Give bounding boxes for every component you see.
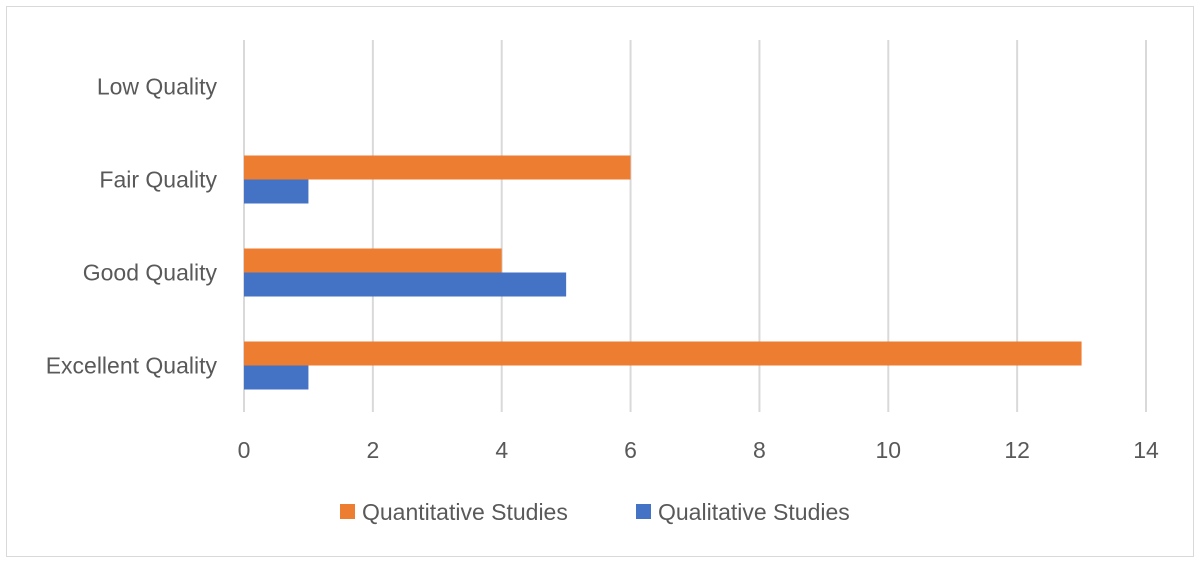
- legend-label-quantitative: Quantitative Studies: [362, 499, 568, 525]
- category-labels: Low Quality Fair Quality Good Quality Excel…: [46, 74, 218, 379]
- legend-swatch-quantitative: [340, 504, 355, 519]
- bar-quantitative-2: [244, 248, 502, 273]
- bar-qualitative-2: [244, 272, 567, 297]
- legend-swatch-qualitative: [636, 504, 651, 519]
- x-tick-label: 0: [238, 437, 251, 463]
- x-tick-label: 6: [624, 437, 637, 463]
- bar-qualitative-3: [244, 365, 309, 390]
- x-tick-label: 12: [1004, 437, 1030, 463]
- x-tick-label: 10: [875, 437, 901, 463]
- bars: [244, 155, 1082, 390]
- bar-qualitative-1: [244, 179, 309, 204]
- category-label: Good Quality: [83, 260, 218, 286]
- category-label: Low Quality: [97, 74, 218, 100]
- x-tick-label: 8: [753, 437, 766, 463]
- legend-label-qualitative: Qualitative Studies: [658, 499, 850, 525]
- x-tick-label: 4: [495, 437, 508, 463]
- chart-frame: [6, 6, 1194, 557]
- category-label: Fair Quality: [99, 167, 217, 193]
- x-tick-label: 2: [366, 437, 379, 463]
- x-axis-tick-labels: 0 2 4 6 8 10 12 14: [238, 437, 1159, 463]
- bar-quantitative-3: [244, 341, 1082, 366]
- legend: Quantitative Studies Qualitative Studies: [340, 499, 850, 525]
- bar-quantitative-1: [244, 155, 631, 180]
- x-tick-label: 14: [1133, 437, 1159, 463]
- category-label: Excellent Quality: [46, 353, 218, 379]
